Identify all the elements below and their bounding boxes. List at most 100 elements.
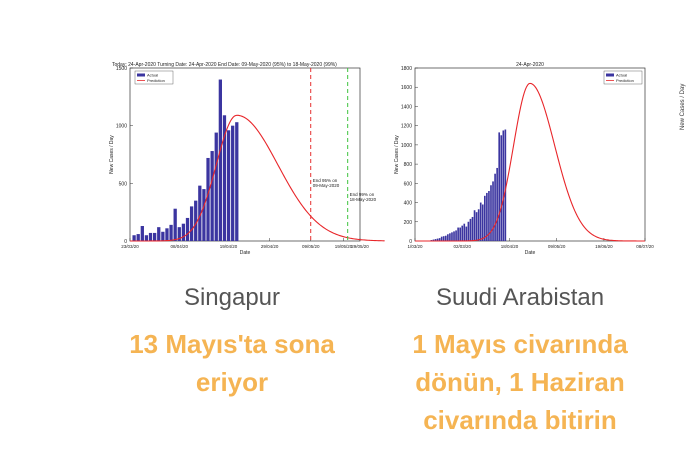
chart0-bar-4 xyxy=(148,232,153,241)
singapore-headline-line1: 13 Mayıs'ta sona xyxy=(129,329,335,359)
chart1-y-tick-label-7: 1400 xyxy=(401,104,412,110)
chart0-bar-2 xyxy=(140,226,144,241)
chart1-bar-13 xyxy=(457,227,459,241)
chart1-bar-19 xyxy=(469,218,472,241)
chart1-bar-15 xyxy=(461,225,464,241)
chart0-bar-22 xyxy=(222,115,227,241)
chart1-bar-6 xyxy=(442,236,445,241)
saudi-headline: 1 Mayıs civarında dönün, 1 Haziran civar… xyxy=(370,325,670,439)
chart0-annotation-line1-0: End 95% on xyxy=(313,178,338,183)
chart1-plot-frame xyxy=(414,67,646,242)
chart1-bar-23 xyxy=(477,209,480,241)
chart0-bar-10 xyxy=(173,208,177,241)
chart0-bar-25 xyxy=(235,122,239,241)
chart0-x-tick-label-5: 19/05/20 xyxy=(335,244,353,249)
chart1-x-tick-label-0: 1/03/20 xyxy=(407,244,423,249)
chart1-prediction-line xyxy=(415,82,645,242)
chart0-bar-12 xyxy=(181,223,186,241)
chart0-bar-0 xyxy=(132,235,136,241)
chart1-y-tick-label-4: 800 xyxy=(404,162,413,168)
chart0-bar-21 xyxy=(218,79,222,242)
chart1-header: 24-Apr-2020 xyxy=(516,62,544,68)
chart0-bar-23 xyxy=(226,130,231,241)
chart1-bar-8 xyxy=(447,234,449,241)
chart1-bar-25 xyxy=(481,204,484,241)
chart1-legend-actual-swatch xyxy=(606,73,614,77)
third-chart-ylabel: New Cases / Day xyxy=(680,83,686,130)
chart0-y-tick-label-1: 500 xyxy=(119,181,128,187)
saudi-headline-line2: dönün, 1 Haziran xyxy=(415,367,625,397)
chart1-bar-28 xyxy=(488,191,490,241)
chart0-header: Today: 24-Apr-2020 Turning Date: 24-Apr-… xyxy=(112,62,337,68)
chart1-x-tick-label-1: 02/03/20 xyxy=(453,244,471,249)
chart1-x-tick-label-4: 19/06/20 xyxy=(595,244,613,249)
chart0-bar-24 xyxy=(231,125,235,241)
chart1-y-tick-label-0: 0 xyxy=(409,239,412,245)
chart0-bar-15 xyxy=(194,200,198,241)
chart0-bar-5 xyxy=(153,232,157,241)
chart0-bar-6 xyxy=(157,227,161,241)
chart0-legend-prediction-label: Prediction xyxy=(147,78,165,83)
chart0-bar-14 xyxy=(189,206,194,241)
saudi-country-label: Suudi Arabistan xyxy=(435,284,605,311)
chart1-x-tick-label-3: 09/05/20 xyxy=(548,244,566,249)
chart1-bar-32 xyxy=(496,167,498,241)
singapore-country-label: Singapur xyxy=(183,284,281,311)
chart0-bar-8 xyxy=(165,228,169,241)
chart1-bar-4 xyxy=(438,238,441,241)
chart0-y-axis-label: New Cases / Day xyxy=(109,135,115,174)
chart0-bar-11 xyxy=(177,227,181,241)
chart0-x-tick-label-6: 29/05/20 xyxy=(351,244,369,249)
chart1-bar-29 xyxy=(490,185,492,241)
chart0-x-axis-label: Date xyxy=(240,250,251,256)
chart0-x-tick-label-3: 29/04/20 xyxy=(261,244,279,249)
chart0-legend-actual-swatch xyxy=(137,73,145,77)
chart1-y-tick-label-1: 200 xyxy=(404,220,413,226)
singapore-headline: 13 Mayıs'ta sona eriyor xyxy=(82,325,382,401)
chart1-y-axis-label: New Cases / Day xyxy=(394,135,400,174)
singapore-chart-svg: Today: 24-Apr-2020 Turning Date: 24-Apr-… xyxy=(109,62,385,256)
singapore-headline-line2: eriyor xyxy=(195,367,269,397)
chart0-x-tick-label-4: 09/05/20 xyxy=(302,244,320,249)
chart1-bar-36 xyxy=(504,129,507,241)
chart1-bar-14 xyxy=(459,227,461,241)
chart0-legend-actual-label: Actual xyxy=(147,73,158,78)
chart1-bar-3 xyxy=(436,238,439,241)
chart0-bar-13 xyxy=(185,217,190,241)
chart1-y-tick-label-6: 1200 xyxy=(401,124,412,130)
chart1-bar-35 xyxy=(502,130,505,241)
chart0-y-tick-label-2: 1000 xyxy=(116,124,127,130)
chart0-bar-9 xyxy=(169,224,173,241)
chart1-bar-10 xyxy=(451,232,453,241)
chart1-bar-5 xyxy=(440,236,443,241)
chart1-x-axis-label: Date xyxy=(525,250,536,256)
chart0-plot-frame xyxy=(129,67,361,242)
chart1-y-tick-label-5: 1000 xyxy=(401,143,412,149)
chart0-bar-17 xyxy=(202,189,206,241)
chart1-x-tick-label-2: 18/04/20 xyxy=(501,244,519,249)
chart0-bar-16 xyxy=(198,185,202,241)
chart0-y-tick-label-3: 1500 xyxy=(116,66,127,72)
chart1-legend-actual-label: Actual xyxy=(616,73,627,78)
chart0-x-tick-label-0: 23/03/20 xyxy=(121,244,139,249)
chart1-bar-26 xyxy=(484,195,486,241)
chart1-bar-20 xyxy=(471,216,474,241)
chart0-prediction-line xyxy=(130,114,385,242)
chart1-x-tick-label-5: 08/07/20 xyxy=(636,244,654,249)
chart0-bar-7 xyxy=(161,231,165,241)
chart0-x-tick-label-1: 08/04/20 xyxy=(171,244,189,249)
chart1-bar-34 xyxy=(500,135,503,241)
singapore-chart: Today: 24-Apr-2020 Turning Date: 24-Apr-… xyxy=(108,60,385,256)
chart1-bar-21 xyxy=(473,210,476,241)
chart0-bar-20 xyxy=(214,132,218,241)
saudi-chart: 24-Apr-2020 0 200 400 600 800 1000 1200 1400 1600… xyxy=(393,60,654,256)
chart0-x-tick-label-2: 19/04/20 xyxy=(220,244,238,249)
chart1-bar-2 xyxy=(434,239,437,241)
chart0-bar-18 xyxy=(206,157,210,241)
chart0-y-tick-label-0: 0 xyxy=(124,239,127,245)
chart1-bar-27 xyxy=(486,192,488,241)
chart1-y-tick-label-2: 400 xyxy=(404,201,413,207)
chart1-bar-12 xyxy=(455,230,457,241)
chart1-y-tick-label-3: 600 xyxy=(404,181,413,187)
chart0-annotation-line2-1: 18-May-2020 xyxy=(350,197,377,202)
